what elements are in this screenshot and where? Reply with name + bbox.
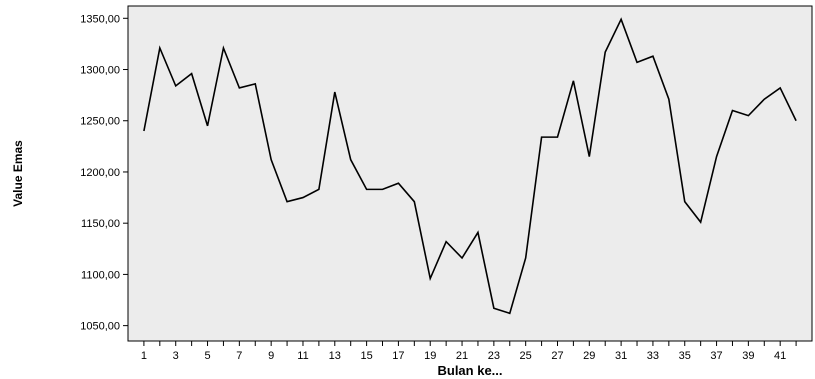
x-tick-label: 35 (679, 350, 691, 362)
x-tick-label: 27 (551, 350, 563, 362)
x-tick-label: 21 (456, 350, 468, 362)
x-tick-label: 13 (329, 350, 341, 362)
y-tick-label: 1150,00 (81, 218, 120, 230)
x-tick-label: 39 (742, 350, 754, 362)
y-tick-label: 1350,00 (80, 13, 120, 25)
y-tick-label: 1250,00 (80, 116, 120, 128)
x-tick-label: 25 (520, 350, 532, 362)
y-tick-label: 1300,00 (80, 65, 120, 77)
y-tick-label: 1050,00 (80, 321, 120, 333)
x-tick-label: 1 (141, 350, 147, 362)
x-tick-label: 41 (774, 350, 786, 362)
x-tick-label: 23 (488, 350, 500, 362)
x-tick-label: 9 (268, 350, 274, 362)
plot-area (127, 5, 813, 342)
x-tick-label: 19 (424, 350, 436, 362)
x-tick-label: 5 (204, 350, 210, 362)
y-tick-label: 1100,00 (81, 269, 120, 281)
x-axis: 1 3 5 7 9 11 13 15 17 19 21 23 25 27 29 31 33 35 37 39 41 (141, 341, 797, 362)
x-tick-label: 3 (173, 350, 179, 362)
x-tick-label: 31 (615, 350, 627, 362)
x-tick-label: 15 (360, 350, 372, 362)
series-line (143, 17, 797, 315)
x-tick-label: 33 (647, 350, 659, 362)
y-tick-label: 1200,00 (80, 167, 120, 179)
x-tick-label: 7 (236, 350, 242, 362)
y-axis: 1050,00 1100,00 1150,00 1200,00 1250,00 1300,… (80, 13, 128, 333)
x-tick-label: 11 (297, 350, 308, 362)
x-tick-label: 29 (583, 350, 595, 362)
x-axis-title: Bulan ke... (437, 363, 502, 378)
x-tick-label: 17 (392, 350, 404, 362)
x-tick-label: 37 (710, 350, 722, 362)
y-axis-title: Value Emas (11, 140, 25, 207)
